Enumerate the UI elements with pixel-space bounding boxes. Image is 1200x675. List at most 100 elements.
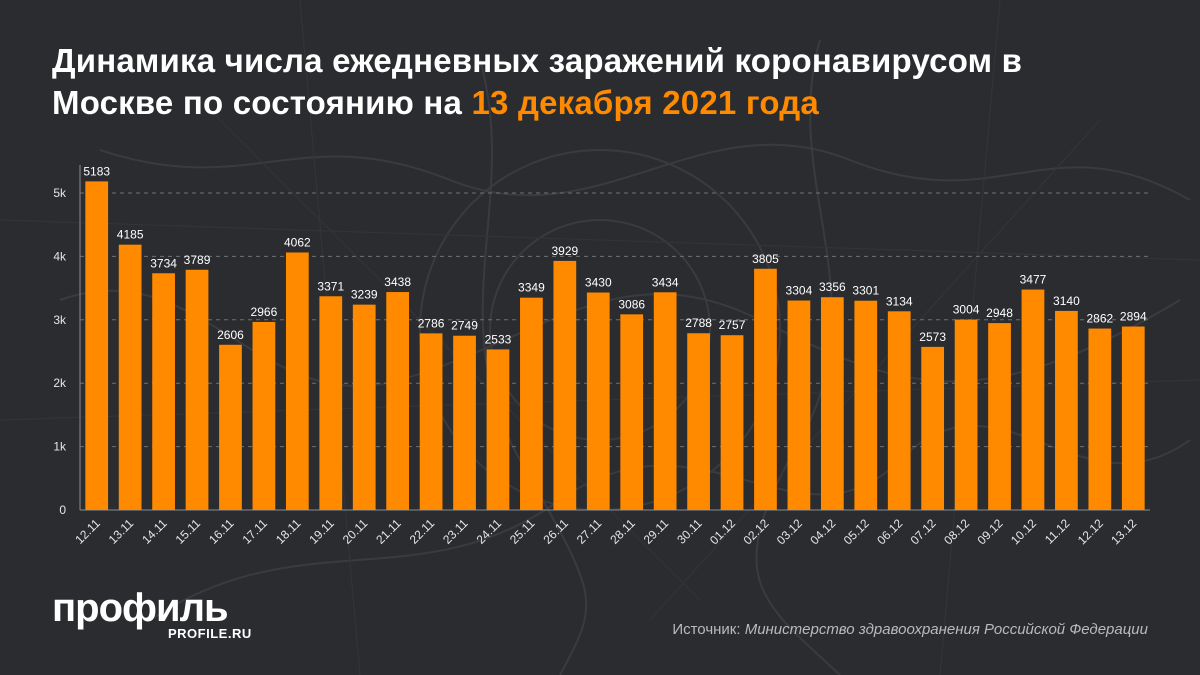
bar: [988, 323, 1011, 510]
bar: [687, 333, 710, 510]
data-label: 3371: [317, 279, 344, 293]
data-label: 3004: [953, 303, 980, 317]
x-tick-label: 22.11: [407, 516, 438, 547]
x-tick-label: 26.11: [540, 516, 571, 547]
data-label: 3304: [786, 284, 813, 298]
x-tick-label: 28.11: [607, 516, 638, 547]
source-label: Источник:: [672, 621, 745, 638]
x-tick-label: 18.11: [273, 516, 304, 547]
bar: [887, 311, 911, 510]
data-label: 2948: [986, 306, 1013, 320]
bar: [520, 297, 543, 510]
data-label: 3301: [852, 284, 879, 298]
bar: [453, 335, 476, 510]
x-tick-label: 06.12: [874, 516, 905, 547]
bar: [319, 296, 343, 510]
bar: [152, 273, 175, 510]
y-tick-label: 4k: [53, 249, 67, 263]
x-tick-label: 01.12: [707, 516, 738, 547]
y-tick-label: 5k: [53, 186, 67, 200]
bar: [720, 335, 744, 510]
title-main: Динамика числа ежедневных заражений коро…: [52, 42, 1023, 121]
bar: [486, 349, 510, 510]
bar: [854, 300, 878, 510]
x-tick-label: 13.12: [1108, 516, 1139, 547]
x-tick-label: 20.11: [340, 516, 371, 547]
y-tick-label: 3k: [53, 313, 67, 327]
x-tick-label: 10.12: [1008, 516, 1039, 547]
y-tick-label: 0: [59, 503, 66, 517]
bar: [219, 344, 242, 510]
data-label: 3929: [551, 244, 578, 258]
profile-site: PROFILE.RU: [168, 626, 252, 641]
bar: [1121, 326, 1145, 510]
bar: [285, 252, 309, 511]
x-tick-label: 25.11: [507, 516, 538, 547]
bar: [85, 181, 109, 510]
data-label: 4185: [117, 228, 144, 242]
source-note: Источник: Министерство здравоохранения Р…: [672, 621, 1148, 638]
data-label: 2606: [217, 328, 244, 342]
x-tick-label: 30.11: [674, 516, 705, 547]
bar: [185, 269, 209, 510]
data-labels: 5183 4185 3734 3789 2606 2966 4062 3371 3239 3438…: [83, 164, 1147, 346]
bar: [1021, 289, 1045, 510]
x-tick-labels: 12.11 13.11 14.11 15.11 16.11 17.11 18.11 19.11…: [72, 516, 1139, 547]
data-label: 3734: [150, 256, 177, 270]
x-tick-label: 24.11: [474, 516, 505, 547]
x-tick-label: 15.11: [173, 516, 204, 547]
bar: [620, 314, 644, 510]
source-value: Министерство здравоохранения Российской …: [744, 621, 1148, 638]
bar: [921, 346, 945, 510]
x-tick-label: 04.12: [807, 516, 838, 547]
data-label: 5183: [83, 164, 110, 178]
data-label: 3086: [618, 297, 645, 311]
data-label: 3438: [384, 275, 411, 289]
data-label: 2573: [919, 330, 946, 344]
x-tick-label: 21.11: [373, 516, 404, 547]
x-tick-label: 19.11: [306, 516, 337, 547]
bar: [553, 260, 577, 510]
x-tick-label: 08.12: [941, 516, 972, 547]
chart-title: Динамика числа ежедневных заражений коро…: [52, 40, 1152, 124]
bar: [586, 292, 610, 510]
x-tick-label: 27.11: [574, 516, 605, 547]
bar: [252, 321, 276, 510]
bar: [820, 297, 844, 510]
x-tick-label: 13.11: [106, 516, 137, 547]
data-label: 2966: [251, 305, 278, 319]
x-tick-label: 23.11: [440, 516, 471, 547]
x-tick-label: 12.11: [72, 516, 103, 547]
bar: [954, 319, 978, 510]
x-tick-label: 09.12: [975, 516, 1006, 547]
data-label: 2757: [719, 318, 746, 332]
bar: [787, 300, 811, 510]
bar: [653, 292, 677, 510]
bar: [419, 333, 443, 510]
data-label: 3805: [752, 252, 779, 266]
bar: [352, 304, 376, 510]
bars: [85, 181, 1145, 511]
data-label: 3789: [184, 253, 211, 267]
bar: [1055, 310, 1078, 510]
data-label: 2788: [685, 316, 712, 330]
bar: [754, 268, 777, 510]
x-tick-label: 07.12: [908, 516, 939, 547]
y-tick-label: 2k: [53, 376, 67, 390]
y-tick-label: 1k: [53, 440, 67, 454]
x-tick-label: 12.12: [1075, 516, 1106, 547]
bar: [1088, 328, 1112, 510]
bar: [386, 292, 410, 510]
x-tick-label: 11.12: [1042, 516, 1073, 547]
x-tick-label: 14.11: [139, 516, 170, 547]
data-label: 3434: [652, 275, 679, 289]
data-label: 4062: [284, 235, 311, 249]
data-label: 3477: [1020, 273, 1047, 287]
x-tick-label: 17.11: [240, 516, 271, 547]
data-label: 3356: [819, 280, 846, 294]
data-label: 2786: [418, 316, 445, 330]
x-tick-label: 05.12: [841, 516, 872, 547]
data-label: 2533: [485, 332, 512, 346]
data-label: 2862: [1086, 312, 1113, 326]
x-tick-label: 16.11: [206, 516, 237, 547]
